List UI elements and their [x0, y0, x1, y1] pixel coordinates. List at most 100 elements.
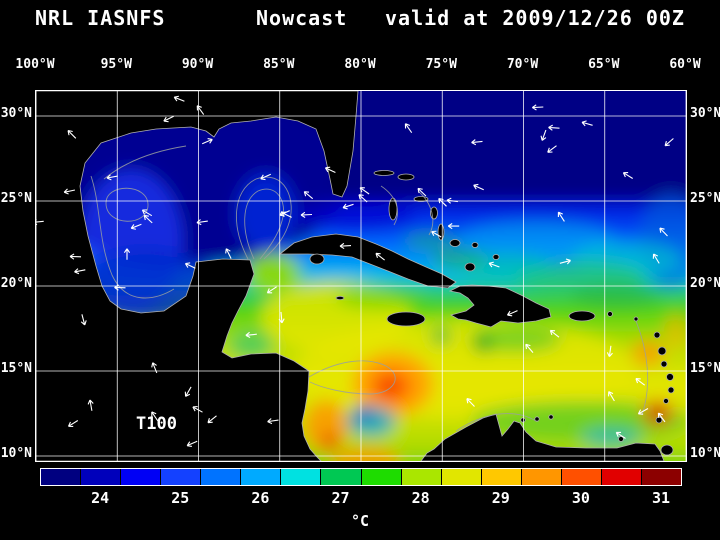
- colorbar-segment: [121, 469, 161, 485]
- vector-arrow: [151, 362, 158, 374]
- vector-arrow: [67, 420, 79, 427]
- field-depth-label: T100: [136, 414, 177, 434]
- vector-arrow: [245, 331, 257, 339]
- vector-arrow: [184, 386, 192, 397]
- lon-label: 60°W: [669, 57, 701, 72]
- vector-arrow: [278, 311, 285, 324]
- vector-arrow: [438, 197, 447, 207]
- lat-label-right: 10°N: [690, 446, 720, 461]
- vector-arrow: [549, 329, 560, 338]
- title-valid-time: valid at 2009/12/26 00Z: [385, 6, 685, 30]
- vector-arrow: [506, 310, 518, 317]
- lon-label: 75°W: [425, 57, 457, 72]
- vector-arrow: [303, 191, 314, 200]
- vector-arrow: [531, 104, 544, 111]
- vector-arrow: [404, 123, 413, 134]
- vector-arrow: [196, 105, 205, 115]
- land-lesser-antilles: [520, 311, 675, 442]
- land-cuba: [278, 233, 457, 289]
- land-jamaica: [386, 311, 426, 327]
- lon-label: 85°W: [263, 57, 295, 72]
- vector-arrow: [559, 258, 571, 265]
- vector-arrow: [622, 172, 633, 179]
- vector-arrow: [471, 139, 483, 146]
- vector-arrow: [342, 203, 354, 210]
- vector-arrow: [196, 219, 208, 226]
- colorbar-tick: 30: [571, 489, 590, 507]
- vector-arrow: [488, 261, 500, 268]
- vector-arrow: [130, 223, 142, 230]
- land-north-central-america: [36, 91, 359, 461]
- landmasses: [36, 91, 675, 461]
- vector-arrow: [151, 411, 159, 422]
- vector-arrow: [339, 242, 352, 250]
- vector-arrow: [375, 252, 385, 261]
- vector-arrow: [267, 418, 279, 425]
- vector-arrow: [615, 431, 626, 439]
- vector-arrow: [446, 197, 458, 204]
- vector-arrow: [557, 211, 565, 222]
- colorbar-segment: [561, 469, 601, 485]
- vector-arrow: [163, 115, 174, 123]
- land-cayman-islands: [335, 295, 345, 300]
- vector-arrow: [635, 378, 646, 386]
- colorbar-segment: [81, 469, 121, 485]
- vector-arrow: [192, 405, 203, 413]
- land-hispaniola: [448, 284, 552, 328]
- colorbar-segment: [401, 469, 441, 485]
- current-vectors: [36, 95, 674, 447]
- vector-arrow: [143, 214, 153, 224]
- lat-label-left: 30°N: [0, 106, 32, 121]
- colorbar-unit-label: °C: [350, 512, 370, 530]
- lat-label-left: 25°N: [0, 191, 32, 206]
- vector-arrow: [525, 343, 534, 353]
- vector-arrow: [67, 129, 77, 139]
- vector-arrow: [184, 262, 196, 269]
- lat-label-left: 10°N: [0, 446, 32, 461]
- vector-arrow: [473, 183, 484, 191]
- lon-label: 100°W: [15, 57, 55, 72]
- colorbar-tick: 28: [411, 489, 430, 507]
- lat-label-right: 20°N: [690, 276, 720, 291]
- vector-arrow: [106, 174, 118, 181]
- vector-arrow: [279, 210, 290, 217]
- vector-arrow: [637, 408, 649, 415]
- land-puerto-rico: [568, 310, 596, 322]
- vector-arrow: [659, 227, 668, 237]
- colorbar-segment: [361, 469, 401, 485]
- colorbar-segment: [641, 469, 681, 485]
- vector-arrow: [36, 219, 44, 226]
- vector-arrow: [657, 412, 666, 423]
- vector-arrow: [466, 398, 475, 407]
- colorbar: [40, 468, 682, 486]
- lon-label: 90°W: [181, 57, 214, 72]
- vector-arrow: [431, 230, 442, 238]
- colorbar-segment: [241, 469, 281, 485]
- vector-arrow: [186, 440, 198, 447]
- vector-arrow: [141, 209, 153, 217]
- vector-arrow: [80, 314, 87, 326]
- lon-label: 65°W: [588, 57, 620, 72]
- lat-label-right: 15°N: [690, 361, 720, 376]
- vector-arrow: [225, 248, 232, 259]
- vector-arrow: [547, 145, 557, 153]
- colorbar-tick: 25: [171, 489, 190, 507]
- colorbar-segment: [281, 469, 321, 485]
- colorbar-tick: 29: [491, 489, 510, 507]
- vector-arrow: [447, 223, 460, 230]
- colorbar-segment: [601, 469, 641, 485]
- title-model-name: NRL IASNFS: [35, 6, 166, 30]
- ocean-temperature-map: T100: [36, 91, 686, 461]
- lat-label-left: 15°N: [0, 361, 32, 376]
- lon-label: 95°W: [100, 57, 132, 72]
- colorbar-segment: [201, 469, 241, 485]
- vector-arrow: [652, 253, 660, 264]
- lon-label: 80°W: [344, 57, 376, 72]
- colorbar-segment: [321, 469, 361, 485]
- vector-arrow: [201, 138, 213, 145]
- vector-arrow: [207, 415, 217, 424]
- vector-arrow: [266, 286, 277, 294]
- vector-arrow: [359, 187, 370, 195]
- vector-arrow: [581, 120, 593, 127]
